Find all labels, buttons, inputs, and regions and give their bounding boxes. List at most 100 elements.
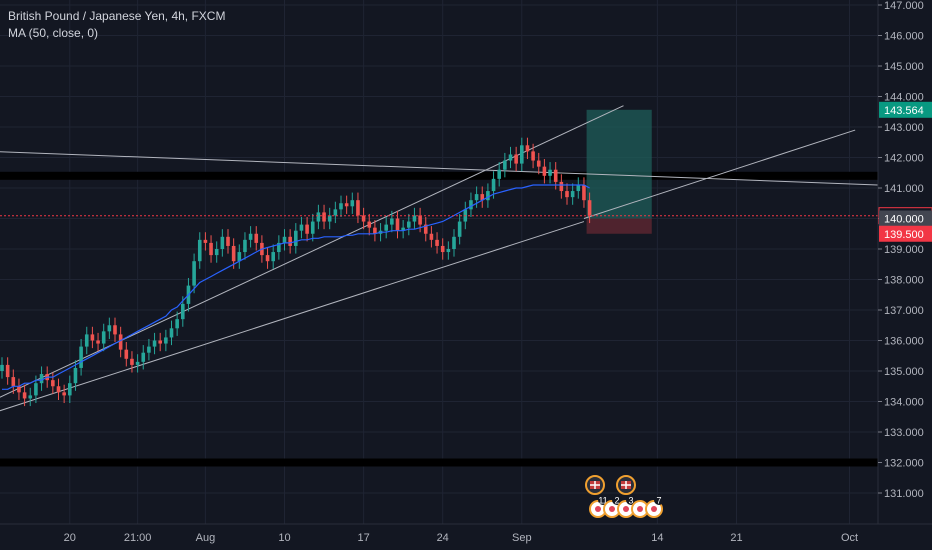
time-tick-label: 21 <box>730 532 742 544</box>
price-tick-label: 142.000 <box>884 153 924 165</box>
candle-body <box>469 200 473 210</box>
candle-body <box>525 145 530 152</box>
candle-body <box>316 212 321 222</box>
horizontal-levels[interactable] <box>0 171 878 467</box>
candle-body <box>452 236 456 249</box>
entry-price-label-box <box>879 210 932 227</box>
candle-body <box>474 194 479 201</box>
trend-line <box>0 105 624 398</box>
price-tick-label: 145.000 <box>884 61 924 73</box>
trend-line <box>0 151 878 186</box>
candle-body <box>429 233 434 240</box>
candle-body <box>158 340 162 344</box>
time-tick-label: 14 <box>651 532 663 544</box>
candle-body <box>209 242 213 256</box>
candle-body <box>11 377 16 387</box>
candle-body <box>113 325 117 335</box>
time-axis[interactable] <box>0 524 932 550</box>
candle-body <box>68 383 72 396</box>
candle-body <box>395 218 400 231</box>
price-tick-label: 143.000 <box>884 122 924 134</box>
stop-price-label: 139.500 <box>884 229 924 241</box>
candle-body <box>107 325 112 332</box>
candle-body <box>62 392 66 396</box>
candle-body <box>73 367 78 384</box>
event-count-bubble <box>654 495 664 505</box>
candle-body <box>175 319 179 329</box>
candle-body <box>282 236 287 243</box>
candle-body <box>237 252 242 262</box>
candle-body <box>22 392 27 399</box>
candle-body <box>271 252 275 262</box>
candle-body <box>390 218 394 225</box>
candle-body <box>152 340 157 347</box>
candle-body <box>480 194 485 201</box>
target-price-label-box <box>879 101 932 118</box>
candle-body <box>265 255 270 262</box>
horizontal-level <box>0 171 878 180</box>
price-tick-label: 132.000 <box>884 458 924 470</box>
moving-average-line <box>2 184 590 390</box>
candle-body <box>384 224 388 231</box>
candle-body <box>520 145 524 164</box>
event-count: 3 <box>628 496 633 506</box>
candle-body <box>401 227 405 231</box>
candle-body <box>310 221 315 234</box>
trend-lines[interactable] <box>0 105 878 414</box>
indicator-legend[interactable]: MA (50, close, 0) <box>8 26 99 40</box>
candle-body <box>497 169 501 179</box>
target-zone <box>586 109 652 219</box>
candle-body <box>559 181 564 192</box>
price-tick-label: 138.000 <box>884 275 924 287</box>
price-tick-label: 147.000 <box>884 0 924 12</box>
event-badge-dot <box>595 506 601 512</box>
candle-body <box>333 209 338 216</box>
candle-body <box>508 154 513 161</box>
candle-body <box>582 184 586 201</box>
candle-body <box>576 184 581 192</box>
candle-body <box>542 166 547 176</box>
long-position-tool[interactable] <box>586 109 652 234</box>
candle-body <box>565 191 569 198</box>
candle-body <box>164 337 168 344</box>
candle-body <box>327 215 332 222</box>
candle-body <box>536 160 541 167</box>
stop-zone <box>586 218 652 234</box>
candle-body <box>118 334 123 350</box>
candle-body <box>344 203 349 207</box>
candle-body <box>299 224 304 231</box>
price-tick-label: 133.000 <box>884 427 924 439</box>
candle-body <box>367 221 372 228</box>
candle-body <box>84 334 89 347</box>
price-tick-label: 144.000 <box>884 92 924 104</box>
event-badge-dot <box>637 506 643 512</box>
time-tick-label: Sep <box>512 532 532 544</box>
candle-body <box>288 236 292 246</box>
candle-body <box>51 380 55 387</box>
candle-body <box>503 160 507 170</box>
candle-body <box>130 358 134 365</box>
candle-body <box>423 224 428 234</box>
candle-body <box>373 227 377 234</box>
candle-body <box>141 352 146 362</box>
price-axis[interactable] <box>878 0 932 550</box>
candle-body <box>277 242 281 253</box>
event-badge-dot <box>651 506 657 512</box>
candle-body <box>322 212 326 222</box>
candle-body <box>570 191 575 198</box>
price-tick-label: 134.000 <box>884 397 924 409</box>
candle-body <box>339 203 343 210</box>
candle-body <box>181 303 185 320</box>
candle-body <box>350 200 355 207</box>
time-tick-label: Aug <box>196 532 216 544</box>
candle-body <box>407 221 411 228</box>
candle-body <box>440 245 445 253</box>
candle-body <box>214 249 219 256</box>
candle-body <box>17 386 21 393</box>
symbol-title[interactable]: British Pound / Japanese Yen, 4h, FXCM <box>8 9 226 23</box>
candle-body <box>514 154 518 164</box>
economic-events[interactable]: 11 2 3 7 <box>585 475 664 518</box>
candle-body <box>587 200 592 216</box>
